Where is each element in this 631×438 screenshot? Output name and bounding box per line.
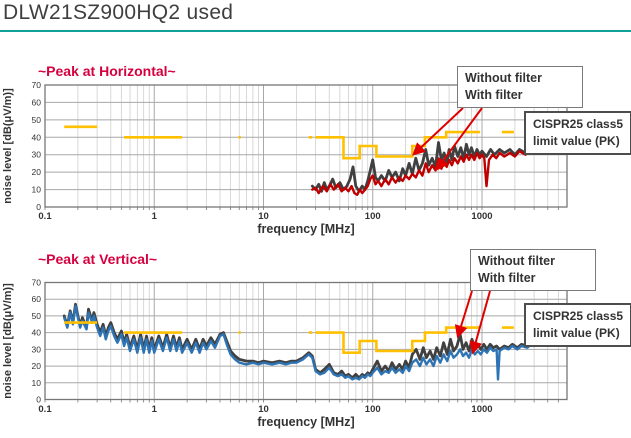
cispr-limit-box-vertical: CISPR25 class5 limit value (PK) [524,303,631,347]
svg-text:60: 60 [32,97,42,107]
svg-text:10: 10 [32,185,42,195]
svg-text:1: 1 [152,211,158,222]
svg-text:50: 50 [32,115,42,125]
svg-text:40: 40 [32,328,42,338]
svg-text:30: 30 [32,150,42,160]
svg-text:100: 100 [365,211,381,222]
chart-title-vertical: ~Peak at Vertical~ [38,251,158,267]
cispr-label-line1: CISPR25 class5 [533,117,624,131]
svg-text:10: 10 [258,211,269,222]
cispr-label-line2: limit value (PK) [533,326,620,340]
svg-text:1: 1 [152,404,158,415]
svg-text:10: 10 [258,404,269,415]
cispr-label-line1: CISPR25 class5 [533,309,624,323]
svg-text:60: 60 [32,294,42,304]
svg-text:0.1: 0.1 [38,211,52,222]
svg-text:0: 0 [36,202,41,212]
without-filter-label: Without filter [478,254,555,268]
svg-text:noise level [dB(μV/m)]: noise level [dB(μV/m)] [2,88,14,204]
with-filter-label: With filter [465,88,523,102]
peak-vertical-chart: 0.1 1 10 100 1000 0 10 20 30 40 50 60 70 frequency [M… [2,278,568,429]
chart-title-horizontal: ~Peak at Horizontal~ [38,63,176,79]
svg-text:20: 20 [32,361,42,371]
svg-text:20: 20 [32,167,42,177]
title-accent-rule [0,30,631,32]
svg-text:50: 50 [32,311,42,321]
svg-text:40: 40 [32,132,42,142]
svg-text:70: 70 [32,278,42,288]
filter-legend-box-horizontal: Without filter With filter [457,66,583,108]
svg-text:0.1: 0.1 [38,404,52,415]
svg-text:frequency [MHz]: frequency [MHz] [257,415,354,429]
page-title: DLW21SZ900HQ2 used [3,1,234,24]
svg-text:frequency [MHz]: frequency [MHz] [257,222,354,236]
filter-legend-box-vertical: Without filter With filter [470,249,596,291]
cispr-limit-box-horizontal: CISPR25 class5 limit value (PK) [524,111,631,155]
svg-text:10: 10 [32,378,42,388]
svg-text:0: 0 [36,395,41,405]
cispr-label-line2: limit value (PK) [533,134,620,148]
svg-text:noise level [dB(μV/m)]: noise level [dB(μV/m)] [2,283,14,399]
svg-text:30: 30 [32,344,42,354]
svg-text:70: 70 [32,80,42,90]
with-filter-label: With filter [478,271,536,285]
svg-text:100: 100 [365,404,381,415]
svg-text:1000: 1000 [471,404,492,415]
without-filter-label: Without filter [465,71,542,85]
svg-text:1000: 1000 [471,211,492,222]
